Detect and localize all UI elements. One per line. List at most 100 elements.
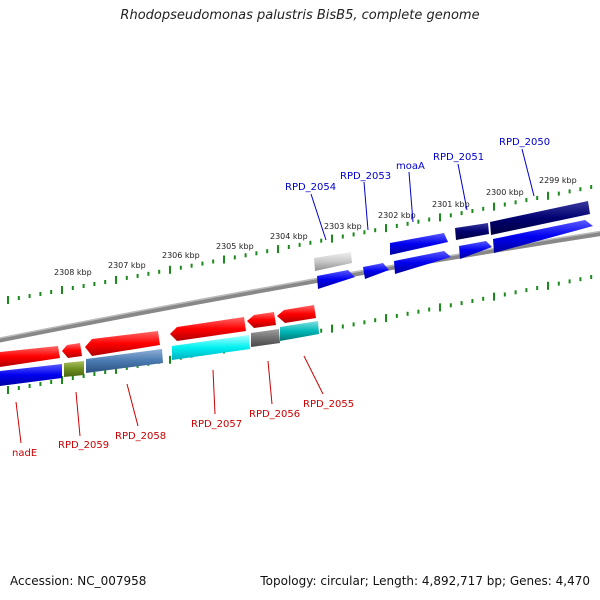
genome-backbone	[0, 231, 600, 343]
scale-label: 2308 kbp	[54, 268, 92, 277]
minor-tick-mark	[255, 251, 258, 256]
minor-tick-mark	[17, 296, 20, 300]
minor-tick-mark	[374, 318, 377, 323]
callout-line	[363, 181, 369, 231]
minor-tick-mark	[158, 269, 161, 274]
minor-tick-mark	[363, 230, 366, 235]
forward-callouts	[310, 148, 535, 241]
major-tick-mark	[61, 286, 63, 294]
gene-arrow-rpd-2057-gene[interactable]	[170, 317, 246, 341]
topology-text: Topology: circular; Length: 4,892,717 bp…	[260, 574, 590, 588]
scale-label: 2307 kbp	[108, 261, 146, 270]
callout-line	[212, 369, 216, 415]
minor-tick-mark	[212, 259, 215, 264]
major-tick-mark	[547, 281, 549, 290]
minor-tick-mark	[460, 301, 463, 306]
major-tick-mark	[169, 265, 171, 274]
minor-tick-mark	[266, 249, 269, 254]
major-tick-mark	[439, 213, 441, 222]
gene-arrow-rpd-2058[interactable]	[86, 349, 163, 373]
minor-tick-mark	[557, 281, 560, 286]
minor-tick-mark	[395, 313, 398, 318]
callout-line	[457, 163, 468, 211]
gene-label-rpd-2057[interactable]: RPD_2057	[191, 419, 242, 430]
major-tick-mark	[493, 292, 495, 301]
minor-tick-mark	[536, 196, 539, 200]
minor-tick-mark	[557, 191, 560, 196]
minor-tick-mark	[406, 221, 409, 226]
gene-arrow-rpd-2056-gene[interactable]	[247, 312, 276, 328]
major-tick-mark	[7, 386, 9, 394]
major-tick-mark	[277, 245, 279, 254]
minor-tick-mark	[363, 320, 366, 325]
gene-arrow-rpd-2057[interactable]	[172, 335, 250, 360]
callout-line	[408, 171, 414, 223]
scale-label: 2301 kbp	[432, 200, 470, 209]
major-tick-mark	[331, 324, 333, 333]
minor-tick-mark	[125, 365, 128, 370]
gene-label-rpd-2059[interactable]: RPD_2059	[58, 440, 109, 451]
forward-gene-labels: RPD_2054 RPD_2053 moaA RPD_2051 RPD_2050	[285, 137, 550, 193]
gene-arrow-nadE-gene[interactable]	[0, 346, 60, 367]
gene-label-rpd-2055[interactable]: RPD_2055	[303, 399, 354, 410]
minor-tick-mark	[136, 273, 139, 278]
gene-arrow-rpd-2055-gene[interactable]	[277, 305, 316, 323]
minor-tick-mark	[39, 292, 42, 296]
forward-cds-row	[314, 201, 590, 271]
minor-tick-mark	[287, 245, 290, 249]
minor-tick-mark	[395, 223, 398, 228]
gene-label-rpd-2054[interactable]: RPD_2054	[285, 182, 336, 193]
gene-arrow-rpd-2050[interactable]	[493, 220, 593, 253]
minor-tick-mark	[125, 275, 128, 280]
gene-arrow-rpd-2054-feature[interactable]	[314, 252, 352, 271]
gene-label-nadE[interactable]: nadE	[12, 448, 37, 459]
gene-arrow-rpd-2055[interactable]	[280, 321, 319, 341]
major-tick-mark	[61, 376, 63, 384]
forward-gene-row	[317, 220, 593, 289]
scale-label: 2300 kbp	[486, 188, 524, 197]
minor-tick-mark	[244, 253, 247, 258]
gene-arrow-rpd-2050-cds[interactable]	[490, 201, 590, 235]
gene-label-rpd-2058[interactable]: RPD_2058	[115, 431, 166, 442]
minor-tick-mark	[568, 189, 571, 194]
scale-label: 2303 kbp	[324, 222, 362, 231]
gene-arrow-rpd-2059[interactable]	[64, 361, 84, 377]
gene-label-rpd-2056[interactable]: RPD_2056	[249, 409, 300, 420]
minor-tick-mark	[514, 290, 517, 295]
scale-label: 2299 kbp	[539, 176, 577, 185]
minor-tick-mark	[579, 277, 582, 282]
minor-tick-mark	[104, 370, 107, 374]
gene-label-rpd-2053[interactable]: RPD_2053	[340, 171, 391, 182]
gene-arrow-rpd-2053[interactable]	[363, 263, 389, 279]
gene-arrow-rpd-2051-cds[interactable]	[455, 223, 489, 240]
major-tick-mark	[385, 314, 387, 323]
major-tick-mark	[493, 202, 495, 211]
minor-tick-mark	[482, 296, 485, 301]
minor-tick-mark	[374, 228, 377, 233]
gene-arrow-rpd-2059-gene[interactable]	[62, 343, 82, 358]
gene-arrow-moaA[interactable]	[394, 251, 451, 274]
minor-tick-mark	[298, 242, 301, 247]
gene-arrow-moaA-cds[interactable]	[390, 233, 448, 255]
minor-tick-mark	[147, 271, 150, 276]
gene-arrow-nadE[interactable]	[0, 364, 62, 386]
gene-label-rpd-2050[interactable]: RPD_2050	[499, 137, 550, 148]
callout-line	[521, 148, 535, 197]
minor-tick-mark	[71, 376, 74, 380]
minor-tick-mark	[28, 384, 31, 388]
minor-tick-mark	[471, 209, 474, 213]
minor-tick-mark	[460, 211, 463, 216]
minor-tick-mark	[503, 292, 506, 297]
major-tick-mark	[385, 224, 387, 233]
gene-arrow-rpd-2058-gene[interactable]	[85, 331, 160, 356]
minor-tick-mark	[201, 261, 204, 266]
gene-label-rpd-2051[interactable]: RPD_2051	[433, 152, 484, 163]
gene-arrow-rpd-2056[interactable]	[251, 329, 280, 347]
reverse-gene-row	[0, 305, 316, 367]
gene-label-moaA[interactable]: moaA	[396, 161, 425, 172]
minor-tick-mark	[590, 275, 593, 279]
gene-arrow-rpd-2054[interactable]	[317, 270, 355, 289]
major-tick-mark	[115, 365, 117, 374]
gene-arrow-rpd-2051[interactable]	[459, 241, 492, 259]
minor-tick-mark	[233, 255, 236, 260]
